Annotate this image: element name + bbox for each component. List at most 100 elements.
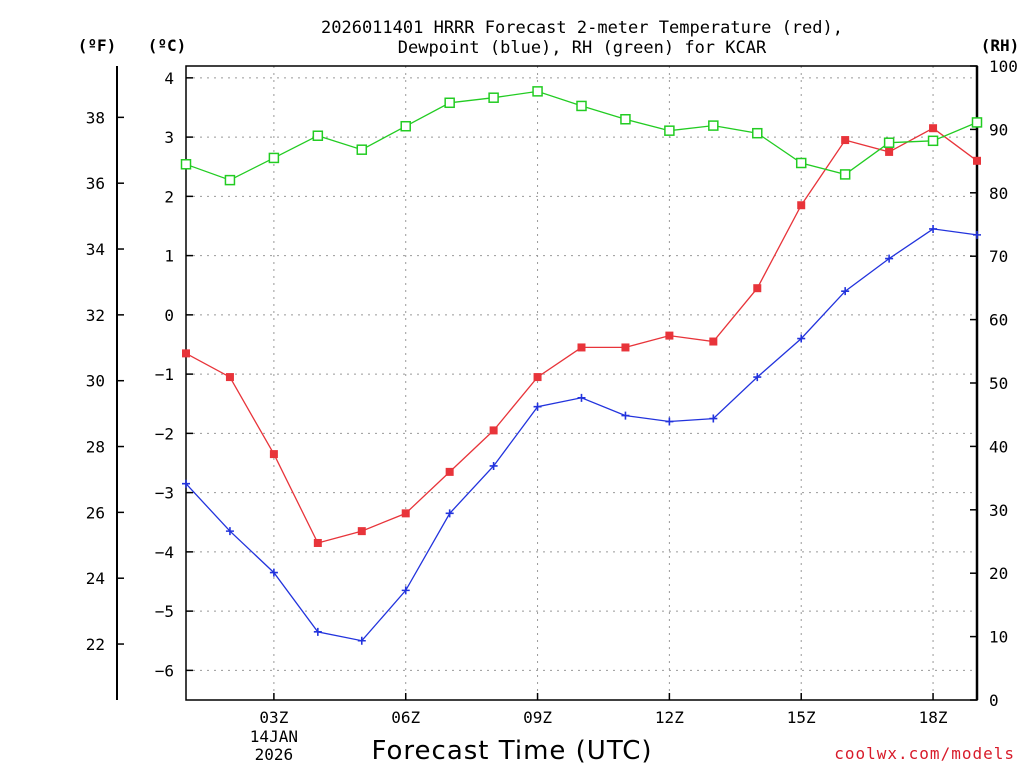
temperature-point — [973, 156, 981, 165]
series-dewpoint — [182, 224, 981, 645]
temperature-point — [489, 426, 498, 435]
rh-point — [444, 97, 455, 109]
dewpoint-point — [753, 373, 762, 382]
dewpoint-point — [489, 461, 498, 470]
rh-tick-label: 30 — [989, 501, 1008, 520]
rh-point — [752, 127, 763, 139]
data-series — [180, 86, 983, 645]
fahrenheit-tick-label: 30 — [86, 372, 105, 391]
dewpoint-point — [929, 224, 938, 233]
grid-lines — [186, 66, 977, 700]
fahrenheit-tick-label: 32 — [86, 306, 105, 325]
chart-title-line-1: 2026011401 HRRR Forecast 2-meter Tempera… — [321, 18, 843, 38]
dewpoint-point — [841, 287, 850, 296]
rh-point — [664, 125, 675, 136]
fahrenheit-tick-label: 22 — [86, 635, 105, 654]
temperature-point — [533, 373, 542, 382]
dewpoint-point — [885, 254, 894, 263]
dewpoint-point — [533, 402, 542, 411]
celsius-tick-label: −3 — [155, 484, 174, 503]
rh-point — [312, 130, 324, 141]
temperature-point — [885, 147, 894, 156]
fahrenheit-tick-label: 34 — [86, 240, 105, 259]
temperature-point — [269, 450, 278, 459]
rh-tick-label: 100 — [989, 57, 1018, 76]
temperature-point — [841, 136, 850, 145]
rh-point — [532, 86, 543, 97]
temperature-point — [929, 124, 938, 133]
temperature-point — [665, 331, 674, 340]
rh-unit-label: (RH) — [981, 36, 1020, 55]
temperature-point — [401, 509, 410, 518]
celsius-tick-label: −6 — [155, 661, 174, 680]
dewpoint-point — [797, 334, 806, 343]
rh-point — [971, 117, 983, 128]
dewpoint-point — [225, 527, 234, 536]
rh-point — [224, 174, 236, 186]
rh-tick-label: 20 — [989, 564, 1008, 583]
celsius-tick-label: −4 — [155, 543, 174, 562]
dewpoint-point — [665, 417, 674, 426]
date-label-line: 14JAN — [250, 727, 298, 746]
rh-tick-label: 10 — [989, 628, 1008, 647]
x-tick-label: 12Z — [655, 708, 684, 727]
rh-tick-label: 40 — [989, 437, 1008, 456]
dewpoint-point — [401, 586, 410, 595]
temperature-point — [225, 373, 234, 382]
celsius-unit-label: (ºC) — [148, 36, 187, 55]
rh-point — [927, 135, 939, 147]
fahrenheit-unit-label: (ºF) — [78, 36, 117, 55]
celsius-tick-label: −5 — [155, 602, 174, 621]
temperature-point — [357, 527, 366, 536]
x-tick-label: 09Z — [523, 708, 552, 727]
temperature-point — [621, 343, 630, 352]
celsius-tick-label: −1 — [155, 365, 174, 384]
rh-point — [180, 159, 192, 170]
celsius-tick-label: 3 — [164, 128, 174, 147]
rh-tick-label: 80 — [989, 184, 1008, 203]
x-tick-label: 06Z — [391, 708, 420, 727]
axes: 38363432302826242243210−1−2−3−4−5−610090… — [86, 57, 1018, 764]
dewpoint-point — [269, 568, 278, 577]
series-rh — [180, 86, 983, 186]
series-temperature — [182, 124, 981, 547]
dewpoint-point — [577, 393, 586, 402]
temperature-point — [797, 201, 806, 210]
rh-tick-label: 60 — [989, 311, 1008, 330]
date-label-line: 2026 — [255, 745, 294, 764]
celsius-tick-label: 1 — [164, 247, 174, 266]
fahrenheit-tick-label: 24 — [86, 569, 105, 588]
celsius-tick-label: −2 — [155, 424, 174, 443]
celsius-tick-label: 2 — [164, 187, 174, 206]
temperature-point — [577, 343, 586, 352]
temperature-point — [445, 467, 454, 476]
rh-tick-label: 90 — [989, 120, 1008, 139]
temperature-point — [753, 284, 762, 293]
dewpoint-point — [709, 414, 718, 423]
chart-title-line-2: Dewpoint (blue), RH (green) for KCAR — [398, 38, 767, 58]
temperature-point — [313, 538, 322, 547]
dewpoint-point — [182, 479, 190, 488]
x-axis-title: Forecast Time (UTC) — [371, 736, 652, 766]
temperature-point — [709, 337, 718, 346]
dewpoint-point — [445, 509, 454, 518]
rh-point — [356, 144, 368, 155]
rh-point — [620, 114, 631, 125]
rh-point — [488, 92, 499, 103]
rh-point — [883, 137, 895, 148]
celsius-tick-label: 4 — [164, 69, 174, 88]
x-tick-label: 18Z — [919, 708, 948, 727]
rh-point — [400, 120, 411, 132]
credit-link[interactable]: coolwx.com/models — [834, 744, 1015, 763]
fahrenheit-tick-label: 38 — [86, 108, 105, 127]
dewpoint-point — [313, 627, 322, 636]
rh-tick-label: 70 — [989, 247, 1008, 266]
rh-point — [795, 157, 807, 169]
dewpoint-point — [357, 636, 366, 645]
rh-point — [268, 152, 280, 164]
rh-point — [576, 100, 587, 112]
x-tick-label: 15Z — [787, 708, 816, 727]
rh-point — [708, 120, 719, 131]
